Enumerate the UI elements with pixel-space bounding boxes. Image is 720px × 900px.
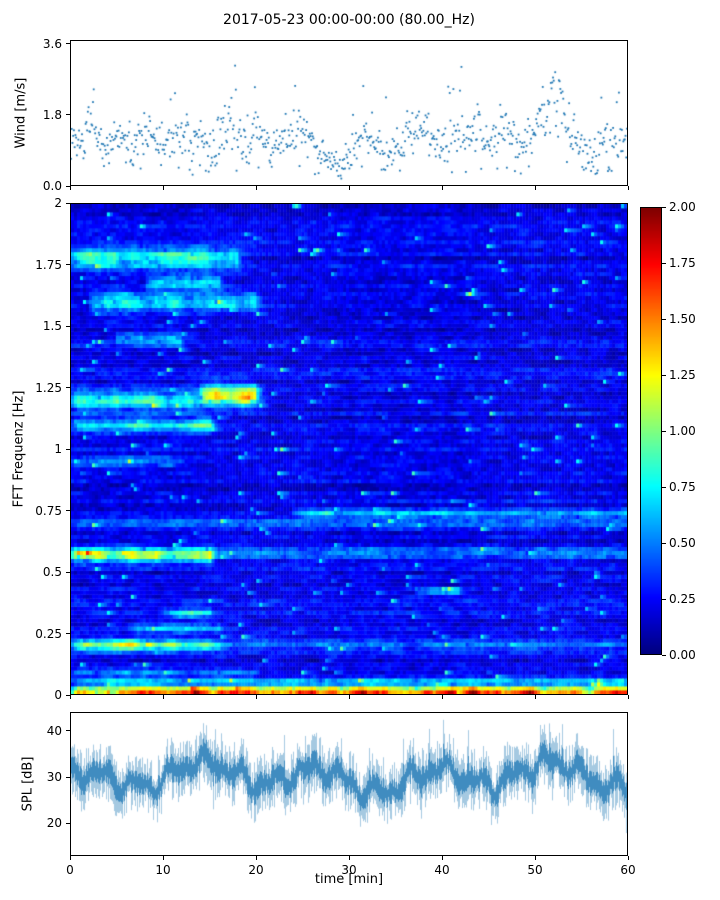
y-tick-mark [66, 694, 70, 696]
y-tick-mark [66, 448, 70, 450]
x-tick-mark [441, 856, 443, 860]
y-tick-label: 0.75 [35, 503, 62, 518]
colorbar-tick-label: 0.75 [669, 480, 696, 494]
x-tick-label: 20 [248, 863, 264, 877]
x-tick-label: 60 [620, 863, 636, 877]
y-tick-mark [66, 776, 70, 778]
colorbar-tick-mark [662, 486, 666, 488]
colorbar-tick-mark [662, 654, 666, 656]
x-tick-mark [162, 695, 164, 699]
colorbar-tick-label: 0.50 [669, 536, 696, 550]
y-tick-mark [66, 325, 70, 327]
y-tick-label: 1.75 [35, 257, 62, 272]
y-tick-label: 30 [46, 770, 62, 785]
y-tick-mark [66, 202, 70, 204]
y-tick-label: 0.5 [42, 565, 62, 579]
x-tick-mark [255, 186, 257, 190]
colorbar-tick-mark [662, 374, 666, 376]
x-tick-mark [69, 856, 71, 860]
x-tick-label: 50 [527, 863, 543, 877]
x-tick-label: 40 [434, 863, 450, 877]
colorbar-tick-label: 1.50 [669, 312, 696, 326]
y-tick-mark [66, 264, 70, 265]
x-tick-mark [534, 695, 536, 699]
y-tick-label: 20 [46, 816, 62, 831]
colorbar-tick-mark [662, 262, 666, 264]
y-tick-label: 0 [54, 688, 62, 702]
colorbar-tick-mark [662, 542, 666, 544]
y-tick-mark [66, 185, 70, 187]
chart-title: 2017-05-23 00:00-00:00 (80.00_Hz) [223, 12, 475, 28]
colorbar-canvas [641, 208, 661, 654]
x-tick-mark [441, 695, 443, 699]
x-tick-mark [162, 186, 164, 190]
x-tick-label: 0 [66, 863, 74, 877]
colorbar-tick-label: 0.25 [669, 592, 696, 606]
y-tick-mark [66, 730, 70, 732]
y-tick-label: 1 [54, 442, 62, 456]
colorbar-tick-label: 1.00 [669, 424, 696, 438]
x-tick-mark [255, 695, 257, 699]
x-tick-mark [348, 695, 350, 699]
y-tick-label: 1.8 [42, 107, 62, 122]
x-tick-mark [348, 856, 350, 860]
colorbar-tick-mark [662, 430, 666, 432]
wind-plot [70, 40, 628, 186]
colorbar-tick-label: 1.25 [669, 368, 696, 382]
y-tick-mark [66, 571, 70, 573]
x-tick-mark [69, 695, 71, 699]
spectrogram-plot [70, 203, 628, 695]
y-tick-label: 3.6 [42, 36, 62, 51]
colorbar-tick-mark [662, 206, 666, 208]
x-tick-mark [69, 186, 71, 190]
y-tick-mark [66, 633, 70, 634]
y-tick-mark [66, 43, 70, 45]
x-tick-mark [255, 856, 257, 860]
y-tick-label: 2 [54, 196, 62, 210]
wind-scatter-canvas [71, 41, 627, 185]
x-tick-label: 30 [341, 863, 357, 877]
time-xlabel: time [min] [314, 872, 384, 887]
y-tick-mark [66, 114, 70, 116]
x-tick-mark [441, 186, 443, 190]
colorbar-tick-mark [662, 318, 666, 320]
spl-plot [70, 712, 628, 856]
x-tick-label: 10 [155, 863, 171, 877]
y-tick-mark [66, 387, 70, 388]
spl-line-canvas [71, 713, 627, 855]
x-tick-mark [534, 856, 536, 860]
y-tick-label: 1.5 [42, 319, 62, 333]
colorbar [640, 207, 662, 655]
colorbar-tick-label: 0.00 [669, 648, 696, 662]
x-tick-mark [162, 856, 164, 860]
x-tick-mark [627, 856, 629, 860]
colorbar-tick-label: 1.75 [669, 256, 696, 270]
y-tick-label: 40 [46, 723, 62, 738]
y-tick-label: 0.25 [35, 626, 62, 641]
colorbar-tick-label: 2.00 [669, 200, 696, 214]
x-tick-mark [348, 186, 350, 190]
x-tick-mark [627, 695, 629, 699]
y-tick-mark [66, 510, 70, 511]
y-tick-label: 0.0 [42, 179, 62, 193]
y-tick-label: 1.25 [35, 380, 62, 395]
colorbar-tick-mark [662, 598, 666, 600]
y-tick-mark [66, 822, 70, 824]
x-tick-mark [627, 186, 629, 190]
x-tick-mark [534, 186, 536, 190]
spectrogram-canvas [71, 204, 627, 694]
